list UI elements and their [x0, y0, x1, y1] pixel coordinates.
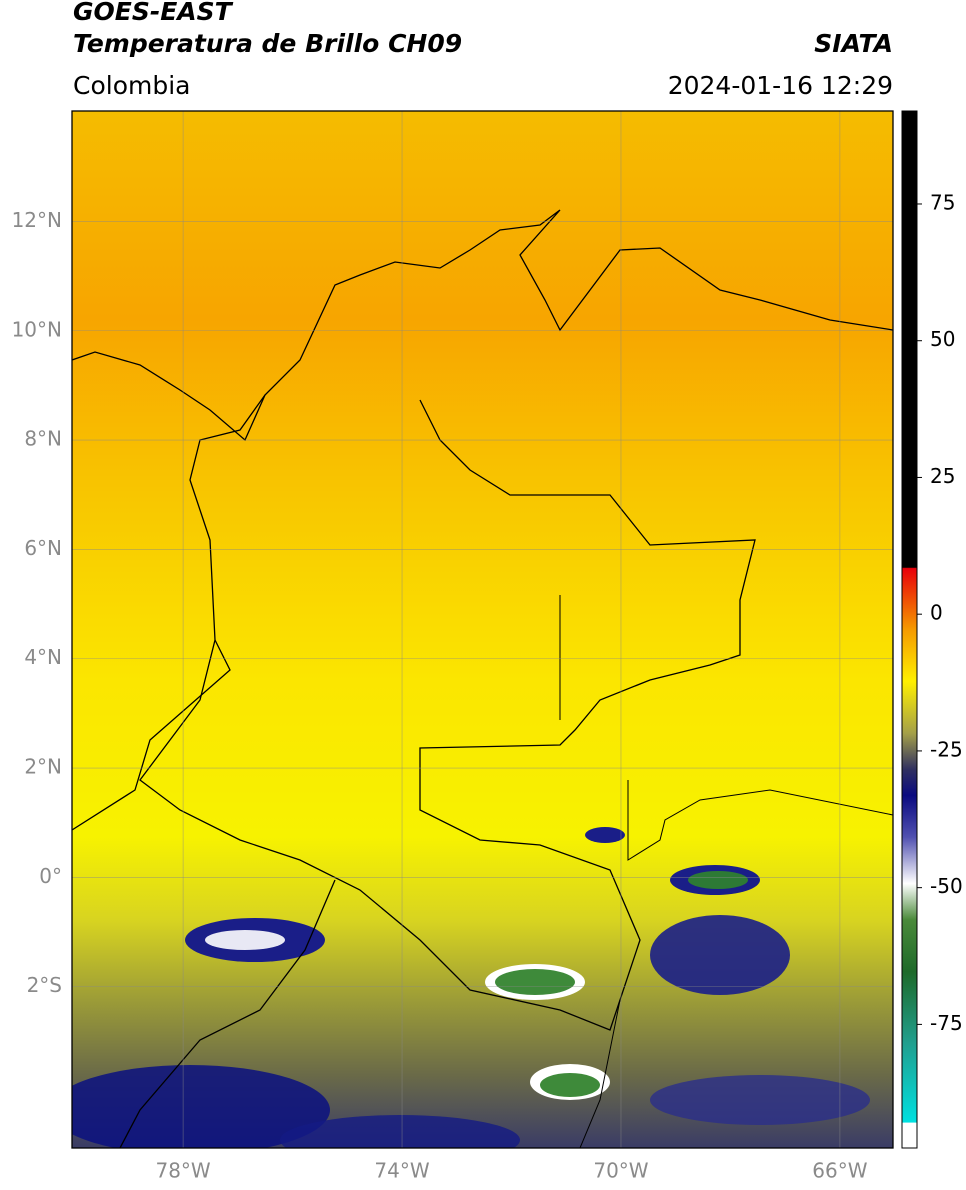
coastline — [72, 639, 336, 1148]
lon-label: 78°W — [155, 1159, 210, 1183]
colorbar-tick-label: 25 — [930, 464, 955, 488]
map-image — [72, 111, 893, 1148]
lat-label: 2°S — [27, 973, 62, 997]
colorbar-tick-label: 0 — [930, 601, 943, 625]
cloud — [650, 1075, 870, 1125]
cloud — [585, 827, 625, 843]
cloud — [688, 871, 748, 889]
cloud — [280, 1115, 520, 1148]
graticule — [72, 111, 893, 1148]
colorbar-tick-label: -25 — [930, 737, 963, 761]
coastline — [72, 209, 893, 442]
datetime: 2024-01-16 12:29 — [668, 71, 893, 100]
cloud — [540, 1073, 600, 1097]
subtitle: Temperatura de Brillo CH09 — [73, 29, 462, 58]
lat-label: 4°N — [24, 645, 62, 669]
colorbar-tick-label: -75 — [930, 1011, 963, 1035]
lon-label: 66°W — [812, 1159, 867, 1183]
lat-label: 2°N — [24, 755, 62, 779]
colorbar-tick-label: -50 — [930, 874, 963, 898]
lat-label: 12°N — [12, 208, 62, 232]
border — [559, 595, 893, 1148]
colorbar — [901, 110, 918, 1149]
border — [139, 394, 756, 1031]
title: GOES-EAST — [73, 0, 234, 26]
cloud — [205, 930, 285, 950]
map-frame — [71, 110, 894, 1149]
lat-label: 10°N — [12, 317, 62, 341]
lon-label: 70°W — [593, 1159, 648, 1183]
region: Colombia — [73, 71, 190, 100]
lon-label: 74°W — [374, 1159, 429, 1183]
source: SIATA — [814, 29, 893, 58]
lat-label: 0° — [39, 864, 62, 888]
cloud — [72, 1065, 330, 1148]
lat-label: 6°N — [24, 536, 62, 560]
lat-label: 8°N — [24, 427, 62, 451]
cloud — [495, 969, 575, 995]
cloud — [650, 915, 790, 995]
colorbar-tick-label: 50 — [930, 327, 955, 351]
colorbar-tick-label: 75 — [930, 190, 955, 214]
